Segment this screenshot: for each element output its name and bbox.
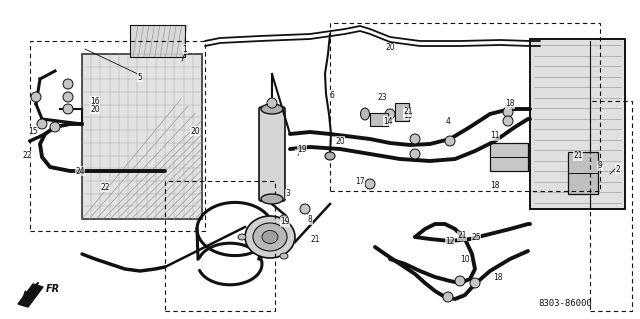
Bar	[590, 101, 632, 311]
Ellipse shape	[261, 104, 283, 114]
FancyBboxPatch shape	[259, 107, 285, 201]
Text: 2: 2	[616, 165, 620, 174]
Text: 21: 21	[573, 152, 583, 160]
Bar	[82, 54, 202, 219]
Text: 9: 9	[598, 161, 602, 170]
Circle shape	[410, 134, 420, 144]
Text: 25: 25	[471, 234, 481, 242]
Text: 5: 5	[138, 72, 143, 81]
Circle shape	[503, 116, 513, 126]
Circle shape	[443, 292, 453, 302]
Text: 21: 21	[310, 234, 320, 243]
Circle shape	[63, 104, 73, 114]
Circle shape	[267, 98, 277, 108]
Text: 19: 19	[297, 145, 307, 153]
Text: 20: 20	[335, 137, 345, 145]
Polygon shape	[18, 284, 43, 307]
Text: 6: 6	[330, 92, 335, 100]
Text: 3: 3	[285, 189, 291, 198]
Text: 21: 21	[457, 232, 467, 241]
Bar	[370, 113, 388, 126]
Text: 8: 8	[308, 216, 312, 225]
Ellipse shape	[253, 223, 287, 251]
Text: 18: 18	[493, 272, 503, 281]
Text: 14: 14	[383, 116, 393, 125]
Ellipse shape	[360, 108, 369, 120]
Circle shape	[365, 179, 375, 189]
Text: 20: 20	[190, 127, 200, 136]
Bar	[165, 181, 275, 311]
Text: 11: 11	[490, 131, 500, 140]
Text: 18: 18	[505, 100, 515, 108]
Bar	[30, 41, 205, 231]
Bar	[130, 25, 185, 57]
Text: 7: 7	[296, 150, 300, 159]
Text: 18: 18	[490, 181, 500, 189]
Text: 4: 4	[445, 116, 451, 125]
Text: 20: 20	[385, 43, 395, 53]
Circle shape	[63, 79, 73, 89]
Ellipse shape	[245, 216, 295, 258]
Circle shape	[410, 149, 420, 159]
Circle shape	[385, 109, 395, 119]
Text: 24: 24	[75, 167, 85, 175]
Bar	[330, 23, 600, 191]
Text: 1: 1	[182, 44, 188, 54]
Bar	[490, 143, 528, 171]
Circle shape	[63, 92, 73, 102]
Bar	[568, 152, 598, 194]
Circle shape	[31, 92, 41, 102]
Text: 8303-86000: 8303-86000	[538, 300, 592, 308]
Circle shape	[445, 136, 455, 146]
Ellipse shape	[262, 231, 278, 243]
Ellipse shape	[238, 234, 246, 240]
Ellipse shape	[325, 152, 335, 160]
Circle shape	[300, 204, 310, 214]
Text: 15: 15	[28, 127, 38, 136]
Text: 19: 19	[280, 218, 290, 226]
Bar	[530, 39, 625, 209]
Circle shape	[37, 119, 47, 129]
Circle shape	[470, 278, 480, 288]
Circle shape	[50, 122, 60, 132]
Text: FR: FR	[46, 284, 60, 294]
Text: 22: 22	[22, 152, 32, 160]
Ellipse shape	[280, 215, 288, 221]
Ellipse shape	[280, 253, 288, 259]
Bar	[395, 103, 409, 121]
Text: 16: 16	[90, 97, 100, 106]
Text: 23: 23	[377, 93, 387, 102]
Text: 10: 10	[460, 256, 470, 264]
Text: 21: 21	[403, 108, 413, 116]
Circle shape	[503, 107, 513, 117]
Text: 12: 12	[445, 236, 455, 246]
Text: 20: 20	[90, 105, 100, 114]
Text: 22: 22	[100, 182, 109, 191]
Text: 13: 13	[403, 110, 413, 120]
Circle shape	[455, 276, 465, 286]
Text: 17: 17	[355, 176, 365, 186]
Ellipse shape	[261, 194, 283, 204]
